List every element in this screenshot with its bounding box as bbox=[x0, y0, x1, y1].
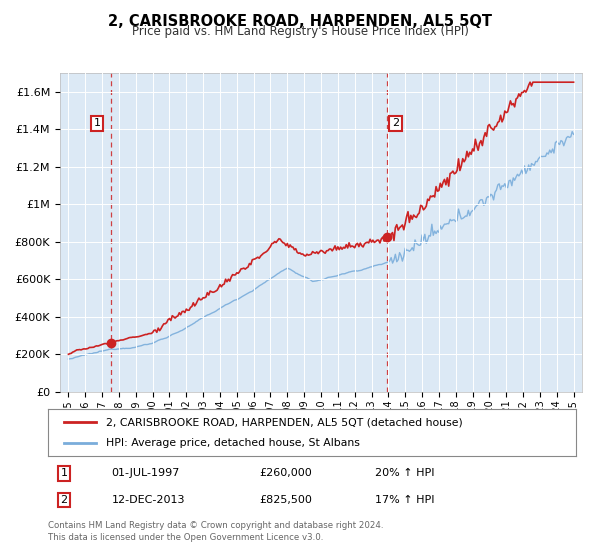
Text: 2: 2 bbox=[60, 495, 67, 505]
Text: 12-DEC-2013: 12-DEC-2013 bbox=[112, 495, 185, 505]
Text: 1: 1 bbox=[61, 468, 67, 478]
Text: 17% ↑ HPI: 17% ↑ HPI bbox=[376, 495, 435, 505]
Text: 20% ↑ HPI: 20% ↑ HPI bbox=[376, 468, 435, 478]
Text: 01-JUL-1997: 01-JUL-1997 bbox=[112, 468, 180, 478]
Text: £260,000: £260,000 bbox=[259, 468, 312, 478]
Text: 1: 1 bbox=[94, 119, 101, 128]
Text: HPI: Average price, detached house, St Albans: HPI: Average price, detached house, St A… bbox=[106, 438, 360, 448]
Text: £825,500: £825,500 bbox=[259, 495, 312, 505]
Text: Contains HM Land Registry data © Crown copyright and database right 2024.
This d: Contains HM Land Registry data © Crown c… bbox=[48, 521, 383, 542]
Text: Price paid vs. HM Land Registry's House Price Index (HPI): Price paid vs. HM Land Registry's House … bbox=[131, 25, 469, 38]
Text: 2, CARISBROOKE ROAD, HARPENDEN, AL5 5QT (detached house): 2, CARISBROOKE ROAD, HARPENDEN, AL5 5QT … bbox=[106, 417, 463, 427]
Text: 2: 2 bbox=[392, 119, 399, 128]
Text: 2, CARISBROOKE ROAD, HARPENDEN, AL5 5QT: 2, CARISBROOKE ROAD, HARPENDEN, AL5 5QT bbox=[108, 14, 492, 29]
